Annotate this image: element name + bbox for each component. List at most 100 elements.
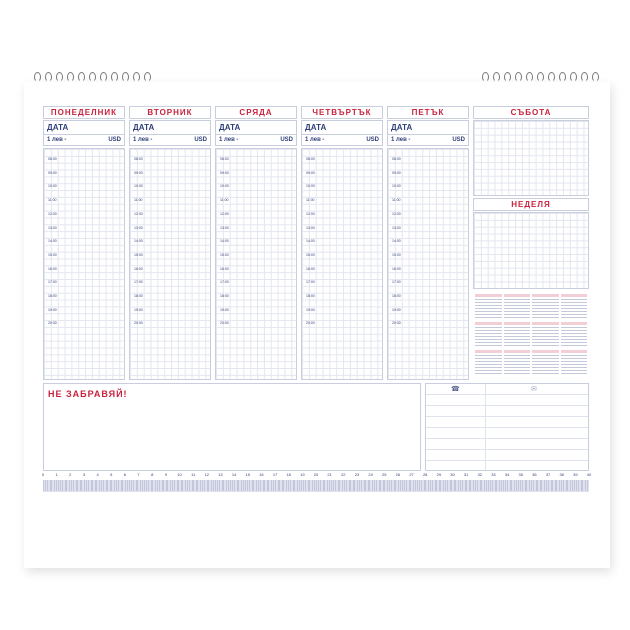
notes-title: НЕ ЗАБРАВЯЙ! — [48, 389, 128, 399]
spiral-ring — [144, 72, 151, 82]
time-label: 15:00 — [392, 252, 401, 257]
ruler-number: 4 — [96, 472, 99, 477]
time-label: 20:00 — [48, 321, 57, 326]
time-label: 15:00 — [48, 252, 57, 257]
time-label: 16:00 — [48, 266, 57, 271]
currency-left: 1 лев - — [133, 137, 153, 143]
currency-right: USD — [194, 137, 207, 143]
date-label: ДАТА — [133, 123, 155, 132]
contacts-box[interactable]: ☎ ✉ — [425, 383, 589, 471]
date-label: ДАТА — [391, 123, 413, 132]
time-label: 10:00 — [48, 184, 57, 189]
spiral-ring — [581, 72, 588, 82]
time-label: 20:00 — [306, 321, 315, 326]
spiral-binding-right — [482, 72, 599, 82]
day-schedule-grid[interactable]: 08:00 09:00 10:00 11:00 12:00 13:00 14:00 15:00… — [387, 148, 469, 380]
ruler-number: 0 — [41, 472, 45, 477]
calendar-month — [532, 294, 559, 320]
sunday-grid[interactable] — [473, 212, 589, 289]
ruler-number: 32 — [477, 472, 483, 477]
spiral-ring — [78, 72, 85, 82]
day-schedule-grid[interactable]: 08:00 09:00 10:00 11:00 12:00 13:00 14:00 15:00… — [215, 148, 297, 380]
spiral-ring — [559, 72, 566, 82]
spiral-ring — [34, 72, 41, 82]
spiral-ring — [526, 72, 533, 82]
ruler-number: 17 — [272, 472, 278, 477]
ruler-number: 39 — [573, 472, 578, 477]
ruler-number: 1 — [55, 472, 58, 477]
ruler-number: 21 — [327, 472, 332, 477]
spiral-ring — [100, 72, 107, 82]
calendar-month — [475, 322, 502, 348]
time-label: 13:00 — [306, 225, 315, 230]
time-label: 14:00 — [48, 239, 57, 244]
ruler-number: 33 — [491, 472, 496, 477]
time-label: 12:00 — [48, 211, 57, 216]
time-label: 20:00 — [134, 321, 143, 326]
time-label: 17:00 — [48, 280, 57, 285]
ruler-number: 37 — [545, 472, 551, 477]
spiral-ring — [504, 72, 511, 82]
spiral-ring — [56, 72, 63, 82]
calendar-month — [503, 322, 530, 348]
calendar-month — [475, 350, 502, 376]
ruler-number: 15 — [245, 472, 250, 477]
envelope-icon: ✉ — [531, 386, 537, 393]
notes-box[interactable]: НЕ ЗАБРАВЯЙ! — [43, 383, 421, 471]
day-header-sunday: НЕДЕЛЯ — [473, 198, 589, 211]
day-info[interactable]: ДАТА 1 лев - USD — [215, 120, 297, 146]
time-label: 13:00 — [392, 225, 401, 230]
time-label: 18:00 — [306, 294, 315, 298]
saturday-grid[interactable] — [473, 120, 589, 196]
time-label: 11:00 — [134, 198, 143, 203]
time-label: 19:00 — [48, 307, 57, 312]
year-calendar — [473, 292, 589, 378]
calendar-month — [560, 350, 587, 376]
ruler-number: 22 — [341, 472, 346, 477]
time-label: 14:00 — [220, 239, 229, 244]
spiral-ring — [482, 72, 489, 82]
currency-left: 1 лев - — [47, 137, 67, 143]
day-schedule-grid[interactable]: 08:00 09:00 10:00 11:00 12:00 13:00 14:00 15:00… — [129, 148, 211, 380]
time-label: 09:00 — [306, 170, 315, 175]
ruler-number: 24 — [368, 472, 373, 477]
day-info[interactable]: ДАТА 1 лев - USD — [301, 120, 383, 146]
spiral-ring — [548, 72, 555, 82]
day-header: ПОНЕДЕЛНИК — [43, 106, 125, 119]
time-label: 17:00 — [306, 280, 315, 285]
day-info[interactable]: ДАТА 1 лев - USD — [387, 120, 469, 146]
day-info[interactable]: ДАТА 1 лев - USD — [129, 120, 211, 146]
day-schedule-grid[interactable]: 08:00 09:00 10:00 11:00 12:00 13:00 14:00 15:00… — [43, 148, 125, 380]
time-label: 16:00 — [134, 266, 143, 271]
time-label: 15:00 — [306, 252, 315, 257]
day-schedule-grid[interactable]: 08:00 09:00 10:00 11:00 12:00 13:00 14:00 15:00… — [301, 148, 383, 380]
ruler-number: 20 — [313, 472, 319, 477]
time-label: 18:00 — [134, 294, 143, 298]
time-label: 18:00 — [220, 294, 229, 298]
ruler-number: 38 — [559, 472, 564, 477]
time-label: 13:00 — [220, 225, 229, 230]
time-label: 15:00 — [134, 252, 143, 257]
date-label: ДАТА — [219, 123, 241, 132]
time-label: 19:00 — [134, 307, 143, 312]
ruler-number: 13 — [218, 472, 223, 477]
ruler-number: 7 — [137, 472, 140, 477]
currency-left: 1 лев - — [305, 137, 325, 143]
calendar-month — [532, 322, 559, 348]
time-label: 13:00 — [134, 225, 143, 230]
time-label: 20:00 — [220, 321, 229, 326]
ruler-number: 16 — [259, 472, 264, 477]
ruler-number: 19 — [300, 472, 305, 477]
spiral-ring — [133, 72, 140, 82]
date-label: ДАТА — [47, 123, 69, 132]
currency-right: USD — [366, 137, 379, 143]
ruler: 0 1 2 3 4 5 6 7 8 9 10 11 12 13 14 15 16 17 18 19 20 21 22 23 24… — [41, 472, 591, 494]
time-label: 08:00 — [48, 157, 57, 161]
time-label: 14:00 — [392, 239, 401, 244]
ruler-number: 9 — [164, 472, 167, 477]
day-info[interactable]: ДАТА 1 лев - USD — [43, 120, 125, 146]
day-header: СРЯДА — [215, 106, 297, 119]
time-label: 08:00 — [306, 157, 315, 161]
spiral-binding-left — [34, 72, 151, 82]
currency-right: USD — [452, 137, 465, 143]
